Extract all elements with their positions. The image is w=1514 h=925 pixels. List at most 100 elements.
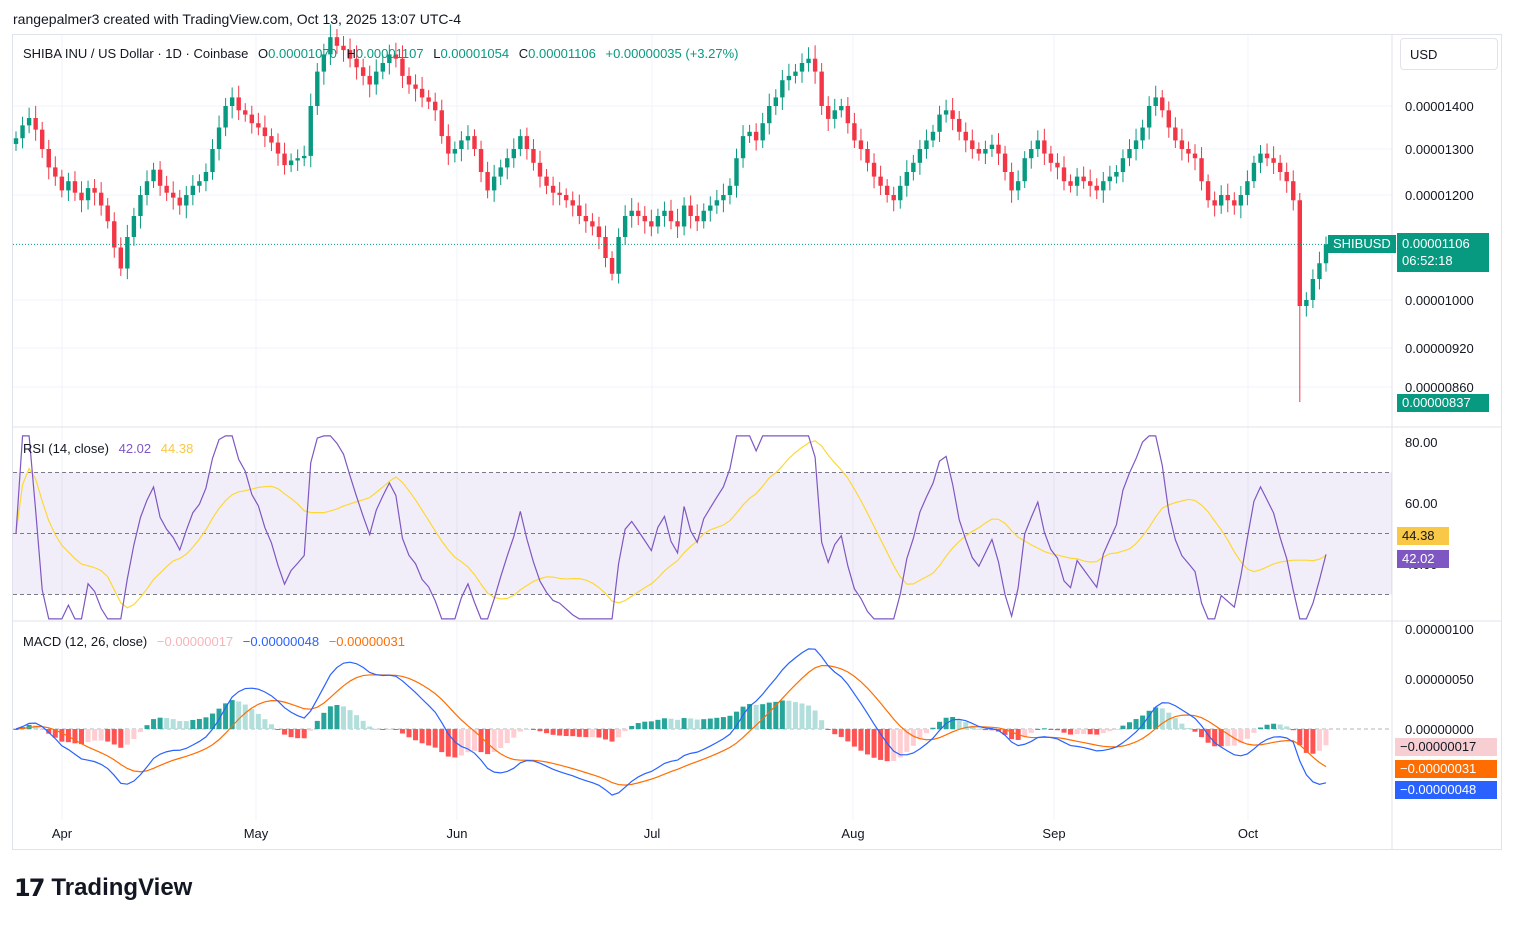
candle-body [1048, 153, 1054, 163]
macd-histogram-bar [203, 717, 209, 729]
candle-body [524, 136, 530, 149]
macd-histogram-bar [458, 729, 464, 756]
price-axis-label: 0.00000920 [1405, 341, 1474, 356]
macd-histogram-bar [380, 729, 386, 730]
macd-histogram-bar [137, 729, 143, 733]
macd-histogram-bar [131, 729, 137, 740]
macd-histogram-bar [46, 729, 52, 734]
candle-body [125, 237, 130, 269]
last-price-box: 0.00001106 06:52:18 [1397, 233, 1489, 272]
low-value: 0.00001054 [440, 46, 510, 61]
macd-axis-label: 0.00000000 [1405, 722, 1474, 737]
tradingview-logo[interactable]: 17 TradingView [14, 874, 192, 902]
candle-body [884, 185, 890, 195]
macd-signal-value: −0.00000031 [328, 634, 405, 649]
macd-histogram-bar [465, 729, 471, 753]
rsi-ma-value: 44.38 [160, 441, 194, 456]
macd-histogram-bar [851, 729, 857, 747]
candle-body [1022, 158, 1027, 182]
candle-body [1074, 176, 1080, 186]
macd-histogram-bar [92, 729, 98, 741]
candle-body [681, 205, 687, 227]
candle-body [229, 97, 235, 106]
candle-body [1160, 97, 1165, 111]
macd-histogram-bar [1153, 707, 1159, 729]
close-value: 0.00001106 [528, 46, 596, 61]
macd-histogram-bar [498, 729, 504, 749]
macd-histogram-bar [347, 710, 353, 729]
macd-histogram-bar [190, 720, 196, 729]
macd-histogram-bar [1022, 729, 1028, 737]
macd-hist-value: −0.00000017 [156, 634, 234, 649]
macd-histogram-bar [79, 729, 84, 745]
candle-body [1166, 110, 1171, 128]
macd-signal-line [15, 664, 1327, 786]
candle-body [1199, 158, 1204, 182]
candle-body [354, 58, 359, 68]
macd-histogram-bar [288, 729, 294, 738]
macd-histogram-bar [1087, 729, 1093, 735]
time-axis-label: May [244, 826, 269, 841]
candle-body [334, 37, 340, 46]
macd-axis-label: 0.00000050 [1405, 672, 1474, 687]
candle-body [1192, 153, 1198, 159]
macd-histogram-bar [1061, 729, 1067, 733]
macd-histogram-bar [904, 729, 910, 752]
candle-body [1205, 181, 1211, 201]
candle-body [282, 153, 287, 166]
macd-histogram-bar [341, 706, 346, 729]
candle-body [269, 136, 274, 143]
macd-histogram-bar [485, 729, 491, 755]
macd-histogram-bar [1323, 729, 1329, 746]
rsi-axis-label: 60.00 [1405, 496, 1438, 511]
macd-histogram-bar [799, 703, 805, 729]
macd-histogram-bar [1303, 729, 1309, 753]
chart-frame[interactable] [12, 34, 1502, 850]
macd-histogram-bar [760, 704, 766, 729]
candle-body [203, 172, 209, 182]
candle-body [564, 195, 569, 201]
macd-histogram-bar [1035, 728, 1041, 730]
candle-body [826, 106, 831, 119]
candle-body [930, 131, 936, 141]
macd-histogram-bar [517, 729, 523, 732]
macd-histogram-bar [557, 729, 563, 736]
candle-body [256, 123, 261, 128]
macd-histogram-bar [1094, 729, 1100, 735]
candle-body [40, 129, 45, 149]
currency-button[interactable]: USD [1400, 38, 1498, 70]
time-axis-label: Jul [644, 826, 661, 841]
macd-histogram-bar [871, 729, 877, 758]
candle-body [491, 176, 497, 191]
main-legend: SHIBA INU / US Dollar · 1D · Coinbase O0… [23, 46, 739, 61]
grid [13, 35, 1501, 850]
candle-body [295, 158, 300, 161]
rsi-ma-line [15, 440, 1327, 609]
candle-body [577, 205, 582, 216]
macd-histogram-bar [589, 729, 595, 738]
candle-body [465, 136, 471, 141]
candle-body [891, 195, 896, 201]
price-axis-label: 0.00001400 [1405, 99, 1474, 114]
candle-body [157, 169, 163, 186]
macd-histogram-bar [144, 725, 150, 729]
macd-histogram-bar [1127, 722, 1132, 729]
macd-histogram-bar [1218, 729, 1224, 747]
macd-histogram-bar [779, 700, 785, 729]
candle-body [989, 144, 995, 149]
macd-histogram-bar [1284, 726, 1290, 729]
macd-histogram-bar [1238, 729, 1244, 744]
candle-body [275, 142, 281, 154]
candle-body [1264, 153, 1270, 159]
low-price-tag: 0.00000837 [1397, 394, 1489, 412]
price-axis-label: 0.00001300 [1405, 142, 1474, 157]
candle-body [609, 258, 615, 274]
macd-histogram-bar [1041, 728, 1047, 730]
macd-histogram-bar [707, 718, 713, 729]
macd-histogram-bar [937, 721, 943, 729]
macd-histogram-bar [295, 729, 301, 739]
candle-body [721, 195, 726, 201]
countdown: 06:52:18 [1402, 253, 1453, 268]
